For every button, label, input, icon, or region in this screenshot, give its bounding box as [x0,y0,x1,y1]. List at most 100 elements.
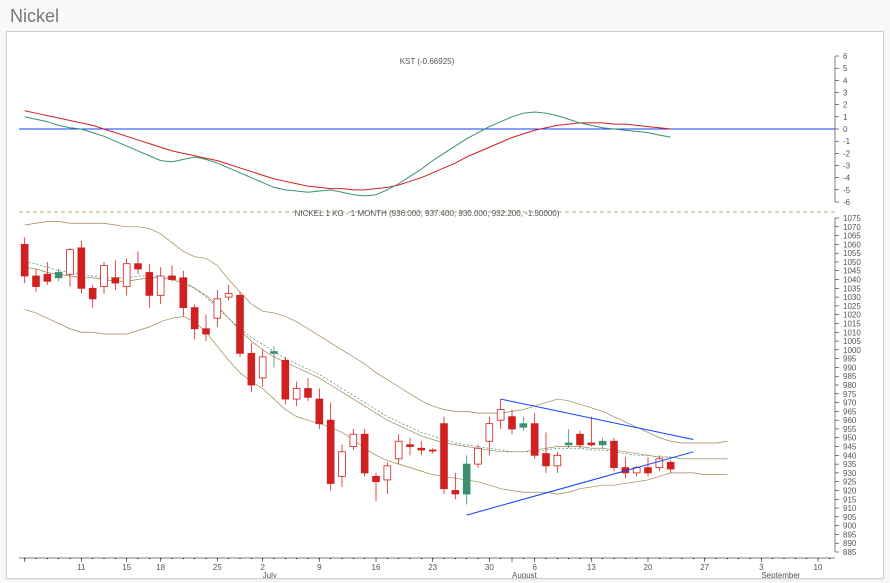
x-tick: 23 [428,563,437,572]
candle [78,248,85,288]
candle [225,294,232,298]
kst-title: KST (-0.66925) [400,57,455,66]
candle [112,278,119,283]
kst-ytick: 6 [843,52,848,61]
candle [520,424,527,428]
candle [407,445,414,447]
price-ytick: 985 [843,372,857,381]
candle [554,455,561,466]
price-ytick: 1005 [843,337,861,346]
x-tick: 15 [122,563,131,572]
candle [146,272,153,295]
candle [214,299,221,318]
x-tick: 16 [372,563,381,572]
kst-ytick: 2 [843,101,848,110]
candle [441,424,448,489]
candle [55,272,62,277]
candle [305,389,312,398]
bb-middle [25,267,728,459]
candle [361,434,368,473]
candle [101,265,108,286]
kst-ytick: -1 [843,137,851,146]
x-tick: 18 [156,563,165,572]
price-ytick: 890 [843,539,857,548]
kst-ytick: 5 [843,64,848,73]
x-tick: 10 [814,563,823,572]
candle [293,389,300,400]
price-ytick: 995 [843,355,857,364]
price-ytick: 1065 [843,232,861,241]
price-ytick: 1030 [843,293,861,302]
price-ytick: 1020 [843,311,861,320]
candle [645,468,652,473]
candle [373,476,380,481]
x-tick: 20 [644,563,653,572]
candle [157,276,164,295]
candle [339,452,346,477]
candle [611,441,618,467]
price-ytick: 1045 [843,267,861,276]
kst-ytick: -4 [843,174,851,183]
candle [21,244,28,276]
price-ytick: 965 [843,407,857,416]
price-ytick: 980 [843,381,857,390]
price-ytick: 1075 [843,214,861,223]
candle [565,443,572,445]
price-ytick: 920 [843,486,857,495]
candle [191,308,198,329]
candle [282,360,289,399]
kst-ytick: 4 [843,76,848,85]
moving-average [25,262,728,459]
kst-ytick: 3 [843,89,848,98]
trend-lower [467,452,694,515]
candle [327,420,334,483]
bb-lower [25,309,728,494]
candle [237,295,244,353]
x-tick: 6 [532,563,537,572]
candle [180,278,187,308]
price-ytick: 1010 [843,328,861,337]
price-ytick: 970 [843,399,857,408]
candle [486,424,493,442]
candle [169,276,176,280]
price-ytick: 1000 [843,346,861,355]
candle [418,448,425,450]
candle [588,443,595,445]
candle [67,250,74,275]
candle [543,454,550,466]
candle [497,410,504,421]
candle [531,424,538,456]
candle [463,464,470,494]
candle [33,276,40,287]
price-ytick: 1040 [843,276,861,285]
price-ytick: 955 [843,425,857,434]
kst-ytick: -3 [843,162,851,171]
price-ytick: 1070 [843,223,861,232]
price-ytick: 1060 [843,240,861,249]
candle [429,450,436,451]
price-ytick: 905 [843,513,857,522]
kst-ytick: 0 [843,125,848,134]
kst-main-line [25,112,671,196]
trend-upper [501,399,694,439]
x-tick: 27 [700,563,709,572]
price-ytick: 900 [843,522,857,531]
chart-frame: KST (-0.66925)-6-5-4-3-2-10123456NICKEL … [6,31,884,579]
x-tick: 30 [485,563,494,572]
candle [509,417,516,429]
candle [271,352,278,354]
kst-ytick: 1 [843,113,848,122]
candle [395,441,402,459]
chart-canvas: KST (-0.66925)-6-5-4-3-2-10123456NICKEL … [7,32,883,578]
x-tick: 9 [317,563,322,572]
kst-signal-line [25,111,671,190]
candle [667,462,674,469]
price-ytick: 925 [843,478,857,487]
kst-ytick: -5 [843,186,851,195]
candle [89,288,96,299]
candle [384,466,391,480]
kst-ytick: -2 [843,149,851,158]
x-tick: 13 [587,563,596,572]
price-ytick: 1050 [843,258,861,267]
price-ytick: 935 [843,460,857,469]
